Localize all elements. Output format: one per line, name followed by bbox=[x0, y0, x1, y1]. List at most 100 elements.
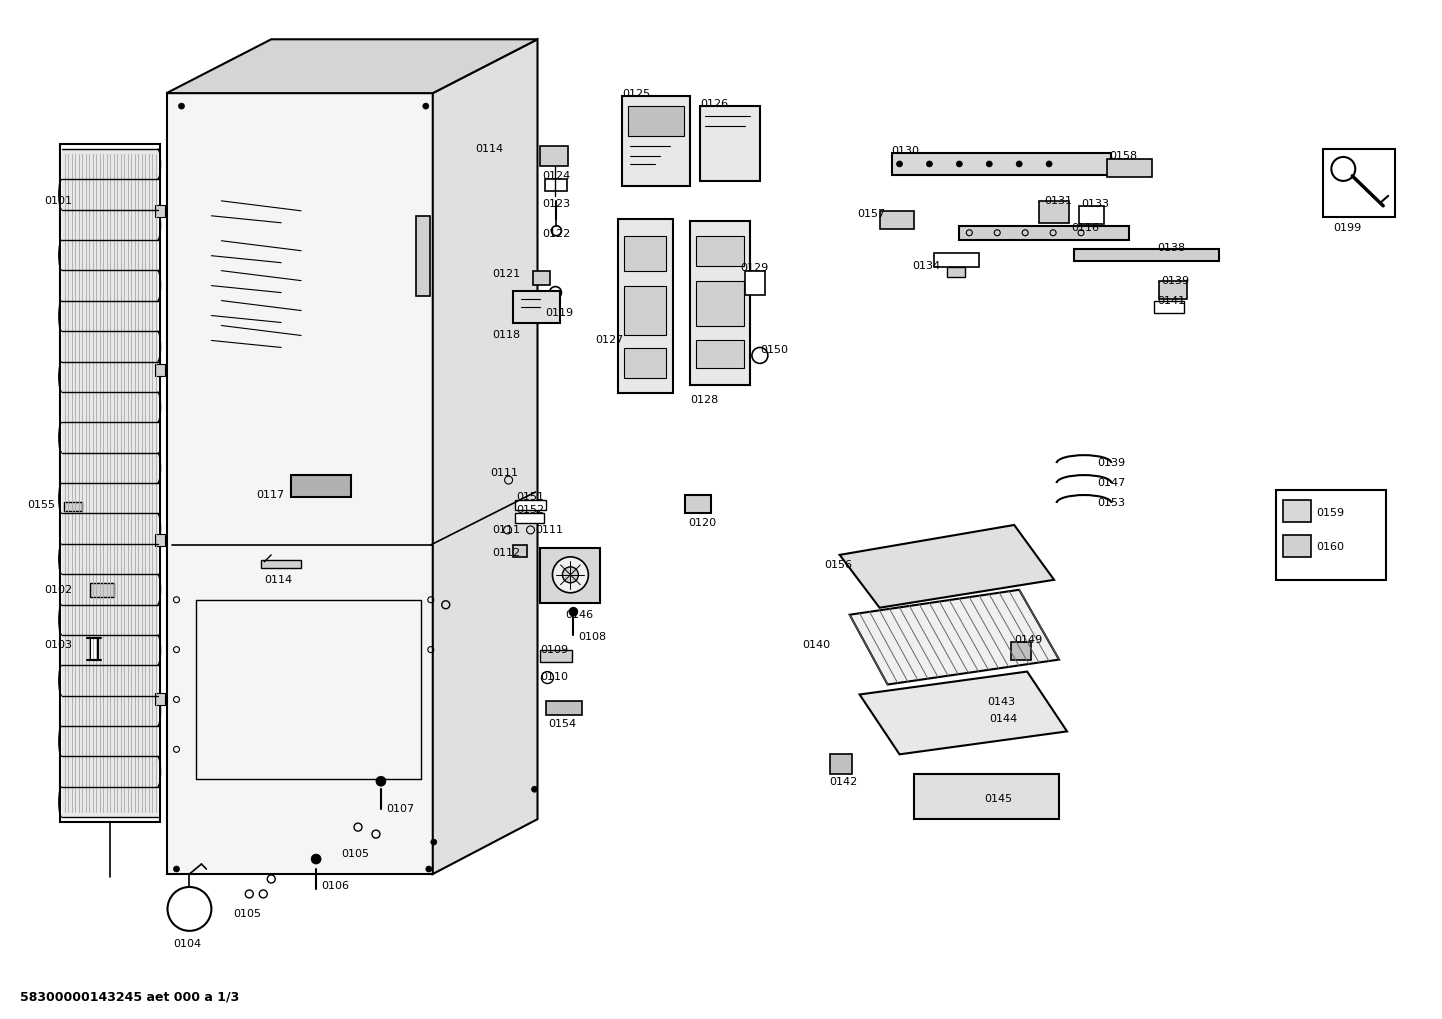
Circle shape bbox=[1045, 161, 1053, 167]
Text: 0105: 0105 bbox=[234, 909, 261, 919]
Text: 0106: 0106 bbox=[322, 881, 349, 891]
Text: 0129: 0129 bbox=[740, 263, 769, 273]
Polygon shape bbox=[62, 149, 157, 817]
Text: 0159: 0159 bbox=[1317, 508, 1344, 518]
Text: 0123: 0123 bbox=[542, 199, 571, 209]
Polygon shape bbox=[699, 106, 760, 181]
Polygon shape bbox=[880, 211, 914, 229]
Polygon shape bbox=[541, 146, 568, 166]
Text: 0119: 0119 bbox=[545, 308, 574, 318]
Polygon shape bbox=[1283, 535, 1311, 556]
Polygon shape bbox=[746, 271, 764, 294]
Text: 0155: 0155 bbox=[27, 500, 55, 511]
Circle shape bbox=[179, 103, 185, 109]
Polygon shape bbox=[624, 285, 666, 335]
Polygon shape bbox=[63, 502, 82, 511]
Text: 0146: 0146 bbox=[565, 609, 594, 620]
Text: 0139: 0139 bbox=[1097, 459, 1125, 468]
Text: 0144: 0144 bbox=[989, 714, 1018, 725]
Polygon shape bbox=[512, 290, 561, 322]
Text: 0126: 0126 bbox=[699, 99, 728, 109]
Polygon shape bbox=[89, 583, 114, 597]
Text: 0143: 0143 bbox=[988, 697, 1015, 707]
Text: 0109: 0109 bbox=[541, 645, 568, 654]
Polygon shape bbox=[891, 153, 1110, 175]
Circle shape bbox=[167, 887, 212, 930]
Polygon shape bbox=[839, 525, 1054, 607]
Circle shape bbox=[926, 161, 933, 167]
Polygon shape bbox=[545, 179, 567, 191]
Polygon shape bbox=[829, 754, 852, 774]
Text: 0150: 0150 bbox=[760, 345, 787, 356]
Polygon shape bbox=[1324, 149, 1396, 217]
Text: 0154: 0154 bbox=[548, 719, 577, 730]
Text: 0118: 0118 bbox=[493, 330, 521, 340]
Polygon shape bbox=[512, 545, 526, 556]
Text: 0111: 0111 bbox=[493, 525, 521, 535]
Text: 0139: 0139 bbox=[1161, 275, 1188, 285]
Text: 58300000143245 aet 000 a 1/3: 58300000143245 aet 000 a 1/3 bbox=[20, 990, 239, 1004]
Text: 0153: 0153 bbox=[1097, 498, 1125, 508]
Text: 0114: 0114 bbox=[476, 144, 503, 154]
Polygon shape bbox=[1107, 159, 1152, 177]
Polygon shape bbox=[291, 475, 350, 497]
Polygon shape bbox=[691, 221, 750, 385]
Text: 0131: 0131 bbox=[1044, 196, 1071, 206]
Polygon shape bbox=[947, 267, 965, 276]
Polygon shape bbox=[1159, 280, 1187, 299]
Polygon shape bbox=[154, 694, 164, 705]
Polygon shape bbox=[1040, 201, 1069, 223]
Text: 0103: 0103 bbox=[43, 640, 72, 650]
Circle shape bbox=[897, 161, 903, 167]
Polygon shape bbox=[696, 340, 744, 369]
Text: 0134: 0134 bbox=[913, 261, 940, 271]
Polygon shape bbox=[849, 590, 1058, 685]
Circle shape bbox=[1017, 161, 1022, 167]
Polygon shape bbox=[629, 106, 684, 136]
Polygon shape bbox=[859, 672, 1067, 754]
Text: 0122: 0122 bbox=[542, 229, 571, 238]
Text: 0105: 0105 bbox=[342, 849, 369, 859]
Polygon shape bbox=[696, 235, 744, 266]
Polygon shape bbox=[433, 40, 538, 874]
Polygon shape bbox=[261, 559, 301, 568]
Text: 0199: 0199 bbox=[1334, 223, 1361, 232]
Polygon shape bbox=[1074, 249, 1218, 261]
Text: 0120: 0120 bbox=[688, 518, 717, 528]
Polygon shape bbox=[914, 774, 1058, 819]
Polygon shape bbox=[154, 534, 164, 546]
Text: 0114: 0114 bbox=[264, 575, 293, 585]
Circle shape bbox=[986, 161, 992, 167]
Circle shape bbox=[532, 787, 538, 792]
Circle shape bbox=[311, 854, 322, 864]
Text: 0108: 0108 bbox=[578, 632, 607, 642]
Polygon shape bbox=[1276, 490, 1386, 580]
Text: 0111: 0111 bbox=[535, 525, 564, 535]
Text: 0151: 0151 bbox=[516, 492, 545, 502]
Text: 0149: 0149 bbox=[1014, 635, 1043, 645]
Text: 0101: 0101 bbox=[43, 196, 72, 206]
Circle shape bbox=[562, 567, 578, 583]
Text: 0110: 0110 bbox=[541, 672, 568, 682]
Text: 0102: 0102 bbox=[43, 585, 72, 595]
Text: 0157: 0157 bbox=[858, 209, 885, 219]
Text: 0104: 0104 bbox=[173, 938, 202, 949]
Text: 0130: 0130 bbox=[891, 146, 920, 156]
Polygon shape bbox=[1079, 206, 1105, 224]
Polygon shape bbox=[1154, 301, 1184, 313]
Circle shape bbox=[173, 866, 179, 872]
Text: 0112: 0112 bbox=[493, 548, 521, 557]
Circle shape bbox=[570, 607, 577, 615]
Text: 0152: 0152 bbox=[516, 505, 545, 515]
Polygon shape bbox=[515, 500, 547, 510]
Text: 0107: 0107 bbox=[386, 804, 414, 814]
Polygon shape bbox=[696, 280, 744, 325]
Polygon shape bbox=[619, 219, 673, 393]
Circle shape bbox=[956, 161, 962, 167]
Polygon shape bbox=[959, 226, 1129, 239]
Text: 0125: 0125 bbox=[623, 89, 650, 99]
Text: 0128: 0128 bbox=[691, 395, 718, 406]
Text: 0117: 0117 bbox=[257, 490, 284, 500]
Polygon shape bbox=[515, 513, 545, 523]
Polygon shape bbox=[166, 40, 538, 93]
